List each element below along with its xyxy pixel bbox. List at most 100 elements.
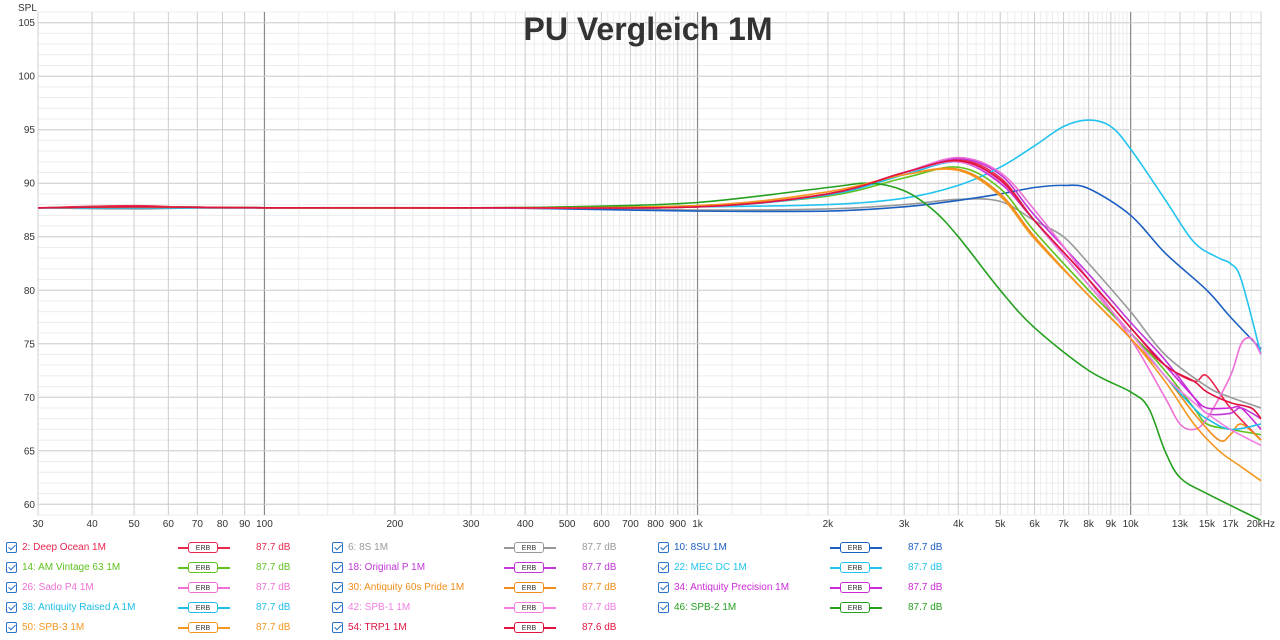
erb-smoothing-button[interactable]: ERB [178, 541, 230, 555]
erb-smoothing-button[interactable]: ERB [178, 561, 230, 575]
series-name: 38: Antiquity Raised A 1M [22, 602, 136, 613]
x-tick-label: 10k [1123, 519, 1140, 530]
series-level: 87.7 dB [908, 542, 943, 553]
y-tick-label: 60 [24, 500, 36, 511]
series-checkbox[interactable] [658, 542, 669, 553]
series-checkbox[interactable] [658, 582, 669, 593]
legend-entry-42-spb-1-1m: 42: SPB-1 1M ERB 87.7 dB [332, 598, 652, 618]
series-level: 87.7 dB [256, 542, 291, 553]
series-name: 10: 8SU 1M [674, 542, 727, 553]
series-level: 87.7 dB [582, 602, 617, 613]
erb-smoothing-button[interactable]: ERB [830, 561, 882, 575]
erb-smoothing-button[interactable]: ERB [504, 581, 556, 595]
series-checkbox[interactable] [6, 622, 17, 633]
series-level: 87.7 dB [582, 562, 617, 573]
series-name: 50: SPB-3 1M [22, 622, 85, 633]
erb-smoothing-button[interactable]: ERB [830, 581, 882, 595]
x-tick-label: 400 [517, 519, 534, 530]
erb-label: ERB [188, 602, 218, 613]
chart-title: PU Vergleich 1M [524, 11, 773, 47]
series-name: 42: SPB-1 1M [348, 602, 411, 613]
series-checkbox[interactable] [6, 542, 17, 553]
erb-label: ERB [840, 542, 870, 553]
y-tick-label: 75 [24, 339, 36, 350]
erb-smoothing-button[interactable]: ERB [504, 621, 556, 635]
series-checkbox[interactable] [658, 602, 669, 613]
x-tick-label: 60 [163, 519, 175, 530]
legend-entry-26-sado-p4-1m: 26: Sado P4 1M ERB 87.7 dB [6, 578, 326, 598]
x-tick-label: 900 [669, 519, 686, 530]
series-level: 87.7 dB [908, 602, 943, 613]
x-tick-label: 15k [1199, 519, 1216, 530]
erb-smoothing-button[interactable]: ERB [178, 601, 230, 615]
series-checkbox[interactable] [332, 542, 343, 553]
y-tick-label: 70 [24, 393, 36, 404]
legend-entry-38-antiquity-raised-a-1m: 38: Antiquity Raised A 1M ERB 87.7 dB [6, 598, 326, 618]
x-tick-label: 2k [823, 519, 835, 530]
series-name: 34: Antiquity Precision 1M [674, 582, 790, 593]
erb-label: ERB [188, 582, 218, 593]
y-axis-label: SPL [18, 3, 37, 14]
y-tick-label: 95 [24, 125, 36, 136]
series-level: 87.7 dB [256, 622, 291, 633]
series-level: 87.7 dB [908, 562, 943, 573]
erb-smoothing-button[interactable]: ERB [178, 621, 230, 635]
erb-label: ERB [514, 542, 544, 553]
x-tick-label: 90 [239, 519, 251, 530]
series-name: 2: Deep Ocean 1M [22, 542, 106, 553]
y-tick-label: 85 [24, 232, 36, 243]
series-name: 46: SPB-2 1M [674, 602, 737, 613]
legend-entry-30-antiquity-60s-pride-1m: 30: Antiquity 60s Pride 1M ERB 87.7 dB [332, 578, 652, 598]
series-checkbox[interactable] [658, 562, 669, 573]
legend-entry-50-spb-3-1m: 50: SPB-3 1M ERB 87.7 dB [6, 618, 326, 638]
series-level: 87.7 dB [256, 602, 291, 613]
curves [37, 119, 1262, 522]
erb-smoothing-button[interactable]: ERB [504, 601, 556, 615]
series-level: 87.7 dB [256, 582, 291, 593]
x-tick-label: 600 [593, 519, 610, 530]
series-name: 54: TRP1 1M [348, 622, 407, 633]
x-tick-label: 100 [256, 519, 273, 530]
series-level: 87.6 dB [582, 622, 617, 633]
x-tick-label: 800 [647, 519, 664, 530]
y-tick-label: 80 [24, 286, 36, 297]
erb-smoothing-button[interactable]: ERB [178, 581, 230, 595]
legend-entry-6-8s-1m: 6: 8S 1M ERB 87.7 dB [332, 538, 652, 558]
series-checkbox[interactable] [332, 622, 343, 633]
x-axis: 30 40 50 60 70 80 90 100 200 300 400 500 600 700 800 90… [32, 519, 1275, 530]
erb-smoothing-button[interactable]: ERB [504, 541, 556, 555]
erb-label: ERB [514, 582, 544, 593]
x-tick-label: 300 [463, 519, 480, 530]
x-tick-label: 13k [1172, 519, 1189, 530]
legend-entry-22-mec-dc-1m: 22: MEC DC 1M ERB 87.7 dB [658, 558, 978, 578]
x-tick-label: 5k [995, 519, 1007, 530]
series-name: 6: 8S 1M [348, 542, 389, 553]
major-grid [37, 12, 1262, 515]
x-tick-label: 30 [32, 519, 44, 530]
erb-smoothing-button[interactable]: ERB [830, 601, 882, 615]
erb-label: ERB [188, 622, 218, 633]
series-checkbox[interactable] [6, 602, 17, 613]
x-tick-label: 700 [622, 519, 639, 530]
x-tick-label: 70 [192, 519, 204, 530]
series-checkbox[interactable] [6, 562, 17, 573]
series-checkbox[interactable] [332, 582, 343, 593]
series-checkbox[interactable] [332, 562, 343, 573]
frequency-response-chart: 60 65 70 75 80 85 90 95 100 105 30 40 50 60 70 80 90 100… [18, 3, 1275, 530]
x-tick-label: 17k [1222, 519, 1239, 530]
erb-smoothing-button[interactable]: ERB [830, 541, 882, 555]
series-level: 87.7 dB [256, 562, 291, 573]
x-tick-label: 8k [1083, 519, 1095, 530]
legend-entry-18-original-p-1m: 18: Original P 1M ERB 87.7 dB [332, 558, 652, 578]
erb-label: ERB [840, 602, 870, 613]
erb-smoothing-button[interactable]: ERB [504, 561, 556, 575]
erb-label: ERB [188, 542, 218, 553]
erb-label: ERB [514, 562, 544, 573]
erb-label: ERB [188, 562, 218, 573]
legend: 2: Deep Ocean 1M ERB 87.7 dB 6: 8S 1M ERB 87.… [0, 536, 1280, 640]
erb-label: ERB [514, 602, 544, 613]
x-tick-label: 80 [217, 519, 229, 530]
legend-entry-2-deep-ocean-1m: 2: Deep Ocean 1M ERB 87.7 dB [6, 538, 326, 558]
series-checkbox[interactable] [6, 582, 17, 593]
series-checkbox[interactable] [332, 602, 343, 613]
